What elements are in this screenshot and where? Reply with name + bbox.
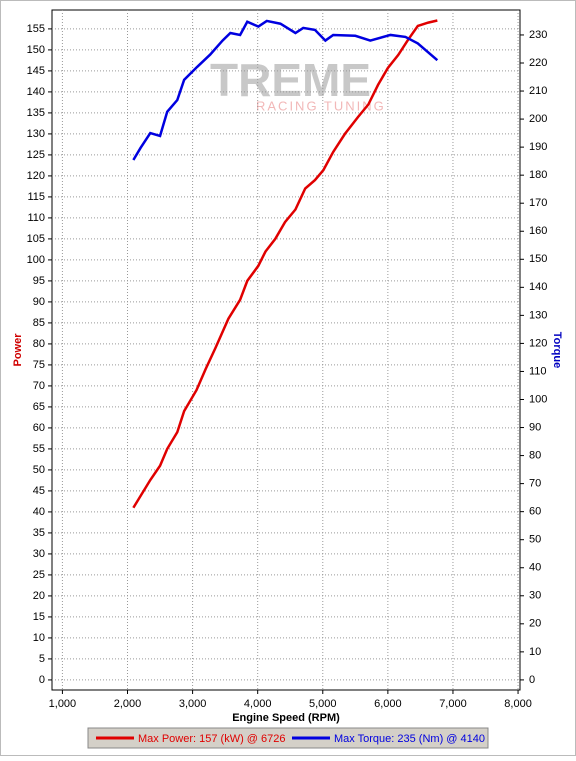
legend-label: Max Power: 157 (kW) @ 6726 xyxy=(138,733,286,745)
plot-border xyxy=(51,9,521,691)
y2-tick-label: 80 xyxy=(529,449,541,461)
y-axis-title: Power xyxy=(12,333,24,367)
y2-axis-title: Torque xyxy=(551,332,563,368)
y2-tick-label: 50 xyxy=(529,534,541,546)
y-tick-label: 25 xyxy=(33,569,45,581)
y2-tick-label: 190 xyxy=(529,141,547,153)
y-tick-label: 85 xyxy=(33,317,45,329)
y2-tick-label: 0 xyxy=(529,674,535,686)
y2-tick-label: 200 xyxy=(529,113,547,125)
series-line xyxy=(132,19,439,161)
y2-tick-label: 140 xyxy=(529,281,547,293)
y-tick-label: 50 xyxy=(33,464,45,476)
y-tick-label: 125 xyxy=(27,149,45,161)
watermark: RACING TUNING xyxy=(256,98,386,113)
y-tick-label: 95 xyxy=(33,275,45,287)
y-tick-label: 0 xyxy=(39,674,45,686)
y-tick-label: 20 xyxy=(33,590,45,602)
y2-tick-label: 160 xyxy=(529,225,547,237)
y2-tick-label: 20 xyxy=(529,618,541,630)
y2-tick-label: 210 xyxy=(529,85,547,97)
legend-label: Max Torque: 235 (Nm) @ 4140 xyxy=(334,733,485,745)
y2-tick-label: 90 xyxy=(529,421,541,433)
y2-tick-label: 230 xyxy=(529,29,547,41)
y-tick-label: 145 xyxy=(27,65,45,77)
x-tick-label: 5,000 xyxy=(309,698,337,710)
y-tick-label: 155 xyxy=(27,23,45,35)
y2-tick-label: 180 xyxy=(529,169,547,181)
y-tick-label: 60 xyxy=(33,422,45,434)
y-tick-label: 5 xyxy=(39,653,45,665)
y-tick-label: 35 xyxy=(33,527,45,539)
y-tick-label: 130 xyxy=(27,128,45,140)
y-tick-label: 140 xyxy=(27,86,45,98)
y2-tick-label: 110 xyxy=(529,365,547,377)
y-tick-label: 80 xyxy=(33,338,45,350)
x-axis-title: Engine Speed (RPM) xyxy=(232,712,340,724)
y-tick-label: 40 xyxy=(33,506,45,518)
y-tick-label: 75 xyxy=(33,359,45,371)
y2-tick-label: 100 xyxy=(529,393,547,405)
x-tick-label: 3,000 xyxy=(179,698,207,710)
y2-tick-label: 130 xyxy=(529,309,547,321)
x-tick-label: 6,000 xyxy=(374,698,402,710)
y2-tick-label: 170 xyxy=(529,197,547,209)
y2-tick-label: 220 xyxy=(529,57,547,69)
y-tick-label: 45 xyxy=(33,485,45,497)
y-tick-label: 15 xyxy=(33,611,45,623)
x-tick-label: 1,000 xyxy=(49,698,77,710)
y-tick-label: 100 xyxy=(27,254,45,266)
watermark: TREME xyxy=(210,54,371,106)
series-line xyxy=(132,19,438,509)
y-tick-label: 115 xyxy=(27,191,45,203)
y-tick-label: 135 xyxy=(27,107,45,119)
y-tick-label: 105 xyxy=(27,233,45,245)
y-tick-label: 150 xyxy=(27,44,45,56)
x-tick-label: 2,000 xyxy=(114,698,142,710)
y2-tick-label: 30 xyxy=(529,590,541,602)
y-tick-label: 10 xyxy=(33,632,45,644)
x-tick-label: 8,000 xyxy=(504,698,532,710)
y2-tick-label: 40 xyxy=(529,562,541,574)
y-tick-label: 110 xyxy=(27,212,45,224)
y-tick-label: 120 xyxy=(27,170,45,182)
y2-tick-label: 120 xyxy=(529,337,547,349)
y2-tick-label: 70 xyxy=(529,478,541,490)
y2-tick-label: 60 xyxy=(529,506,541,518)
legend xyxy=(87,727,489,749)
y-tick-label: 65 xyxy=(33,401,45,413)
x-tick-label: 4,000 xyxy=(244,698,272,710)
y2-tick-label: 150 xyxy=(529,253,547,265)
y-tick-label: 55 xyxy=(33,443,45,455)
y-tick-label: 30 xyxy=(33,548,45,560)
x-tick-label: 7,000 xyxy=(439,698,467,710)
y-tick-label: 70 xyxy=(33,380,45,392)
y2-tick-label: 10 xyxy=(529,646,541,658)
y-tick-label: 90 xyxy=(33,296,45,308)
